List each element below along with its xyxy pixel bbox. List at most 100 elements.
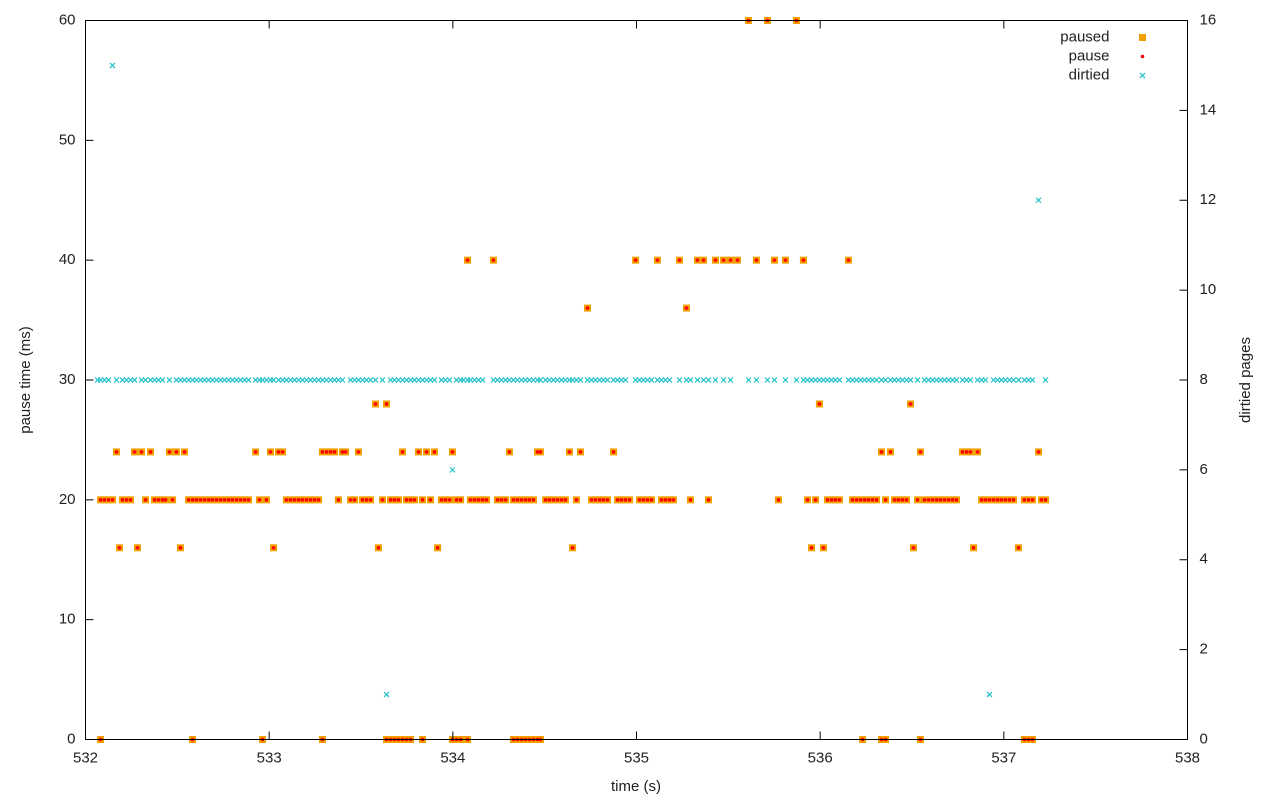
point [574,498,579,502]
x-tick-label: 533 [257,749,282,766]
point [519,498,524,502]
y2-tick-label: 4 [1200,551,1208,568]
point [117,545,122,550]
point [666,377,673,383]
point [597,498,602,502]
point [914,377,921,383]
point [102,498,107,502]
point [578,450,583,454]
point [142,377,149,383]
point [139,450,144,454]
legend-marker [1140,54,1145,59]
point [491,258,496,262]
point [870,498,875,502]
point [971,545,976,550]
point [694,377,701,383]
point [182,450,187,454]
point [332,450,337,454]
point [98,498,103,502]
point [156,498,161,502]
point [866,498,871,502]
point [380,498,385,502]
point [352,498,357,502]
point [986,691,993,698]
point [712,377,719,383]
point [892,498,897,502]
point [432,450,437,454]
point [805,498,810,502]
point [450,450,455,454]
point [163,498,168,502]
point [383,691,390,698]
point [1043,498,1048,502]
point [230,498,235,502]
point [908,402,913,406]
point [836,377,843,383]
point [373,402,378,406]
point [754,258,759,262]
point [663,498,668,502]
point [276,450,281,454]
point [772,258,777,262]
x-tick-label: 536 [808,749,833,766]
point [280,450,285,454]
point [677,258,682,262]
point [124,498,129,502]
point [1011,498,1016,502]
point [109,62,116,69]
point [874,498,879,502]
point [340,450,345,454]
point [152,498,157,502]
y2-tick-label: 2 [1200,641,1208,658]
point [1016,545,1021,550]
point [915,498,920,502]
point [601,498,606,502]
y2-tick-label: 12 [1200,191,1217,208]
point [198,498,203,502]
point [821,545,826,550]
point [148,450,153,454]
point [308,498,313,502]
point [783,258,788,262]
point [454,498,459,502]
point [396,498,401,502]
point [604,377,611,383]
point [771,377,778,383]
point [384,402,389,406]
point [284,498,289,502]
point [166,377,173,383]
point [954,498,959,502]
point [535,450,540,454]
point [728,258,733,262]
point [316,498,321,502]
y2-tick-label: 16 [1200,11,1217,28]
point [1042,377,1049,383]
point [194,498,199,502]
point [412,498,417,502]
point [555,498,560,502]
point [727,377,734,383]
point [896,498,901,502]
point [904,498,909,502]
point [721,258,726,262]
point [551,498,556,502]
point [641,498,646,502]
point [292,498,297,502]
point [950,498,955,502]
point [178,545,183,550]
point [637,498,642,502]
point [735,258,740,262]
point [443,498,448,502]
point [1015,377,1022,383]
point [676,377,683,383]
point [428,498,433,502]
point [879,450,884,454]
point [611,450,616,454]
point [585,306,590,310]
point [645,498,650,502]
point [882,377,889,383]
point [858,498,863,502]
point [238,498,243,502]
point [813,498,818,502]
